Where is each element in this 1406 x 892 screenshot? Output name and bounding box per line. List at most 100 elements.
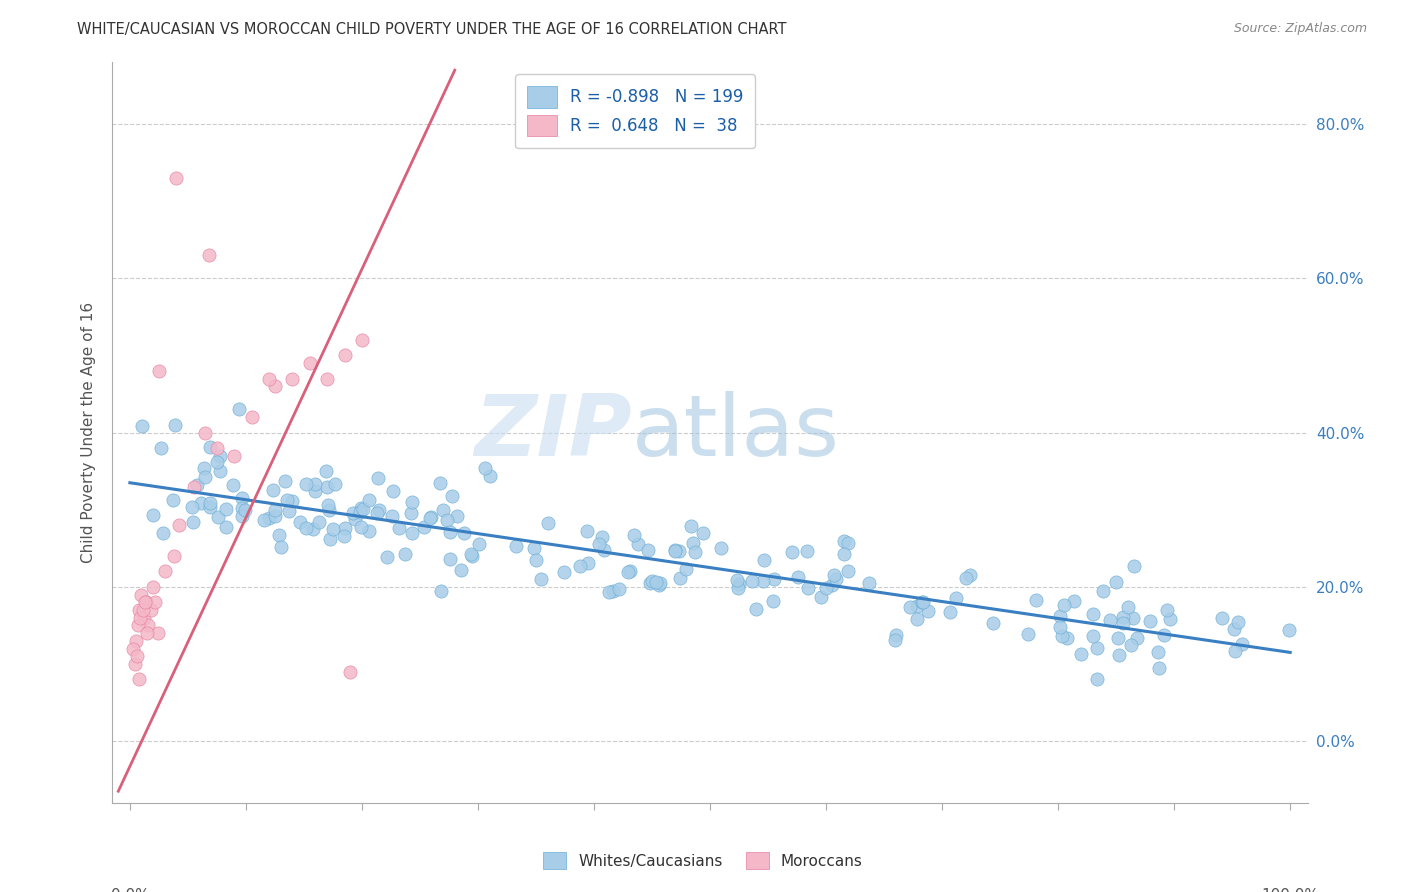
Point [461,549,484,563]
Point [725,573,748,587]
Point [1147,661,1170,675]
Point [745,602,768,616]
Point [231,500,253,515]
Point [366,507,388,521]
Point [316,498,339,512]
Point [1049,620,1071,634]
Point [1147,645,1170,659]
Point [167,518,190,533]
Point [1223,623,1246,637]
Point [1119,638,1142,652]
Point [152,526,174,541]
Point [430,584,453,599]
Point [1091,584,1114,599]
Point [208,449,231,463]
Point [815,581,838,595]
Point [858,575,880,590]
Point [1087,673,1109,687]
Point [339,665,361,679]
Point [263,483,285,497]
Point [368,502,391,516]
Point [131,588,153,602]
Point [780,544,803,558]
Point [128,603,150,617]
Point [1159,612,1181,626]
Point [1017,626,1039,640]
Point [399,506,422,520]
Point [468,537,491,551]
Point [786,570,808,584]
Point [1153,628,1175,642]
Point [588,536,610,550]
Point [1211,611,1233,625]
Point [727,582,749,596]
Point [301,522,323,536]
Point [194,470,217,484]
Point [762,594,785,608]
Point [332,529,354,543]
Point [810,591,832,605]
Point [264,509,287,524]
Point [679,519,702,533]
Point [945,591,967,606]
Point [124,657,146,671]
Point [186,478,208,492]
Y-axis label: Child Poverty Under the Age of 16: Child Poverty Under the Age of 16 [80,302,96,563]
Point [823,567,845,582]
Point [1122,611,1144,625]
Point [1081,607,1104,621]
Point [1063,593,1085,607]
Point [578,557,600,571]
Point [432,503,454,517]
Point [450,563,472,577]
Point [436,513,458,527]
Point [343,511,366,525]
Point [1052,598,1074,612]
Point [221,477,243,491]
Point [298,356,321,370]
Point [1112,609,1135,624]
Point [439,524,461,539]
Point [593,542,616,557]
Point [139,603,162,617]
Point [453,526,475,541]
Point [134,595,156,609]
Point [342,506,364,520]
Point [163,549,186,563]
Point [884,632,907,647]
Point [367,471,389,485]
Point [318,502,340,516]
Point [598,585,620,599]
Point [664,543,686,558]
Point [675,562,697,576]
Point [530,573,553,587]
Point [959,568,981,582]
Point [388,521,411,535]
Point [900,599,922,614]
Point [602,584,624,599]
Point [429,475,451,490]
Point [132,610,155,624]
Point [505,539,527,553]
Point [163,417,186,432]
Point [939,605,962,619]
Point [207,509,229,524]
Point [233,503,256,517]
Text: WHITE/CAUCASIAN VS MOROCCAN CHILD POVERTY UNDER THE AGE OF 16 CORRELATION CHART: WHITE/CAUCASIAN VS MOROCCAN CHILD POVERT… [77,22,787,37]
Point [1025,592,1047,607]
Point [259,511,281,525]
Point [911,594,934,608]
Point [335,521,357,535]
Point [413,519,436,533]
Point [460,547,482,561]
Point [352,502,374,516]
Point [149,441,172,455]
Point [884,628,907,642]
Point [381,509,404,524]
Point [208,464,231,478]
Point [215,501,238,516]
Point [439,552,461,566]
Point [304,477,326,491]
Point [623,528,645,542]
Point [316,371,339,385]
